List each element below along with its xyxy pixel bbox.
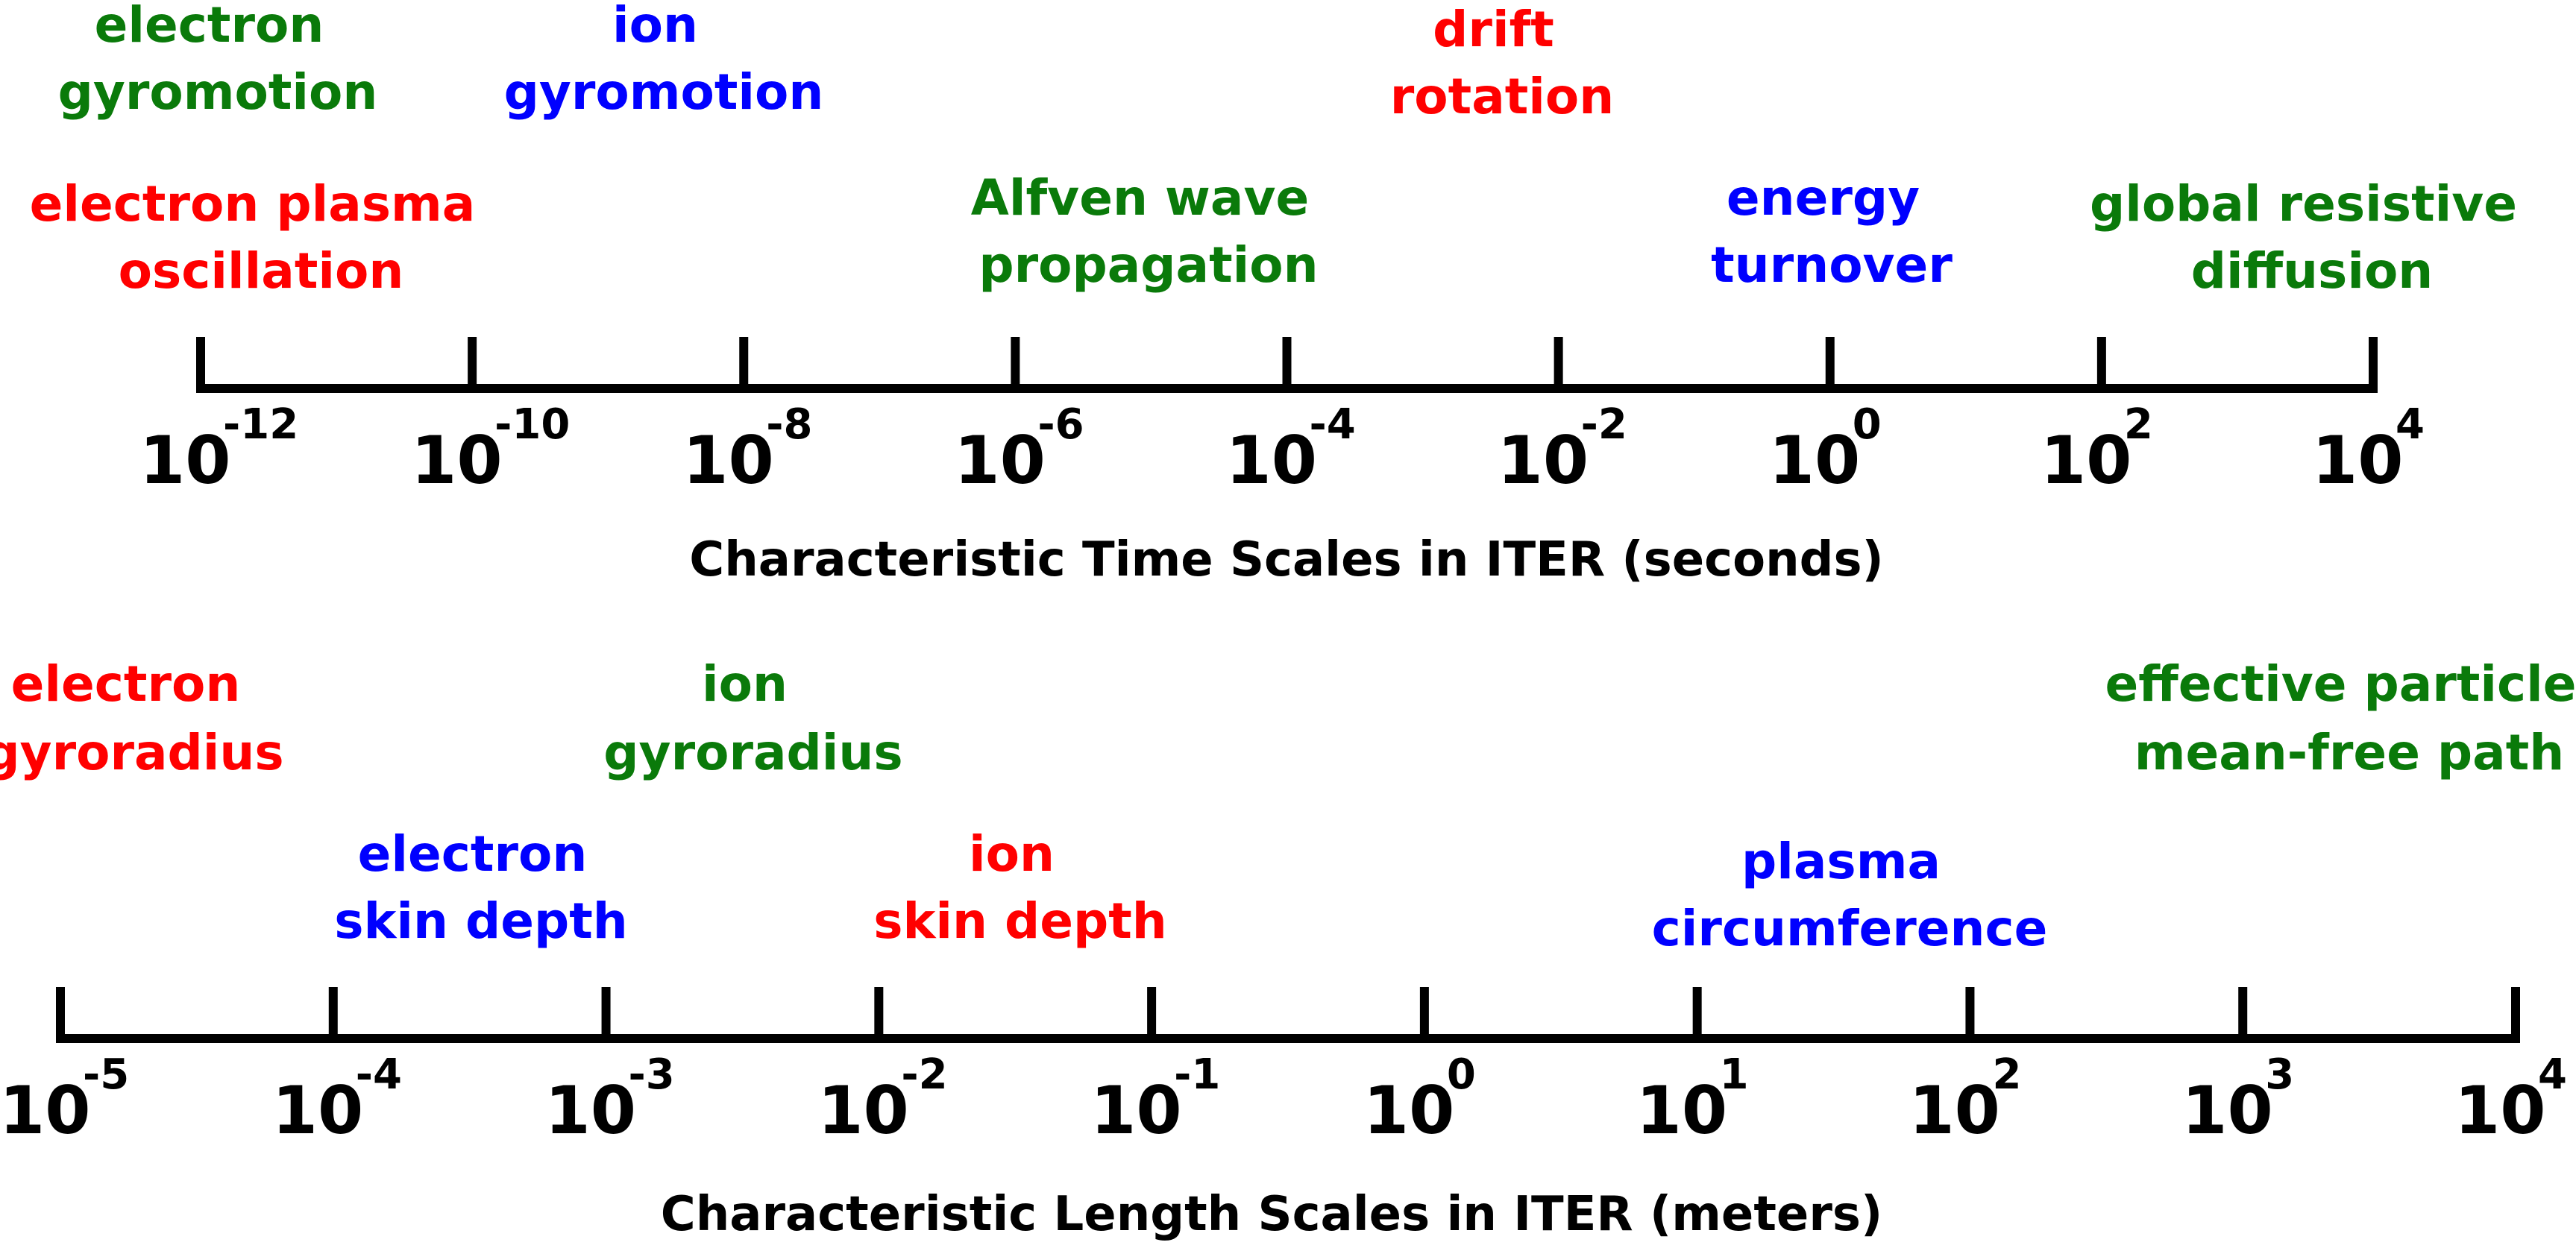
time_scale-tick-exponent: 0 — [1853, 400, 1882, 449]
time-axis-title: Characteristic Time Scales in ITER (seco… — [689, 532, 1884, 587]
length_scale-tick-exponent: -4 — [356, 1050, 402, 1099]
length_scale-tick-label: 10 — [1363, 1072, 1454, 1149]
length-axis-title: Characteristic Length Scales in ITER (me… — [661, 1187, 1882, 1242]
length_scale-tick-exponent: -2 — [901, 1050, 947, 1099]
length_scale-tick-exponent: -5 — [83, 1050, 129, 1099]
length-label-electron-gyroradius: electron gyroradius — [0, 655, 284, 781]
time_scale-tick-exponent: 2 — [2124, 400, 2153, 449]
length_scale-tick-exponent: 2 — [1992, 1050, 2021, 1099]
length-label-effective-particle-mean-free-path: effective particle mean-free path — [2105, 655, 2576, 781]
time_scale-tick-exponent: -2 — [1581, 400, 1627, 449]
length-label-electron-skin-depth: electron skin depth — [334, 825, 628, 950]
length_scale-tick-label: 10 — [1909, 1072, 1999, 1149]
length_scale-tick-exponent: -3 — [629, 1050, 675, 1099]
time-label-electron-plasma-oscillation: electron plasma oscillation — [30, 175, 493, 300]
length-label-ion-skin-depth: ion skin depth — [873, 825, 1167, 950]
length_scale-tick-exponent: -1 — [1174, 1050, 1220, 1099]
time-axis-tick-labels: 10-12 10-10 10-8 10-6 10-4 10-2 100 102 104 — [139, 400, 2425, 499]
length_scale-tick-label: 10 — [545, 1072, 636, 1149]
length-axis-tick-labels: 10-5 10-4 10-3 10-2 10-1 100 101 102 103 104 — [0, 1050, 2567, 1149]
time_scale-tick-exponent: -4 — [1310, 400, 1356, 449]
time-label-ion-gyromotion: ion gyromotion — [504, 0, 824, 121]
length_scale-tick-label: 10 — [817, 1072, 908, 1149]
time_scale-tick-label: 10 — [2312, 422, 2403, 499]
time_scale-tick-exponent: -12 — [223, 400, 298, 449]
time-label-alfven-wave-propagation: Alfven wave propagation — [971, 169, 1326, 294]
length_scale-tick-label: 10 — [272, 1072, 363, 1149]
time_scale-tick-label: 10 — [954, 422, 1045, 499]
time-label-energy-turnover: energy turnover — [1711, 169, 1953, 294]
time-label-drift-rotation: drift rotation — [1390, 1, 1614, 125]
time-scale: electron gyromotion ion gyromotion drift… — [30, 0, 2534, 587]
length_scale-tick-label: 10 — [2454, 1072, 2545, 1149]
length_scale-tick-exponent: 1 — [1720, 1050, 1749, 1099]
length_scale-tick-label: 10 — [0, 1072, 90, 1149]
time_scale-tick-label: 10 — [411, 422, 502, 499]
time_scale-tick-label: 10 — [1498, 422, 1589, 499]
time_scale-tick-exponent: -10 — [494, 400, 570, 449]
length_scale-tick-exponent: 0 — [1447, 1050, 1476, 1099]
time_scale-tick-exponent: -6 — [1037, 400, 1084, 449]
time-label-electron-gyromotion: electron gyromotion — [58, 0, 378, 121]
length-label-plasma-circumference: plasma circumference — [1652, 833, 2048, 957]
length-label-ion-gyroradius: ion gyroradius — [603, 655, 902, 781]
length-scale: electron gyroradius ion gyroradius effec… — [0, 655, 2576, 1242]
time_scale-tick-label: 10 — [1226, 422, 1317, 499]
length_scale-tick-label: 10 — [2181, 1072, 2272, 1149]
time_scale-tick-exponent: -8 — [766, 400, 812, 449]
length_scale-tick-label: 10 — [1090, 1072, 1181, 1149]
time-label-global-resistive-diffusion: global resistive diffusion — [2090, 175, 2534, 300]
length_scale-tick-exponent: 4 — [2538, 1050, 2567, 1099]
time_scale-tick-label: 10 — [682, 422, 773, 499]
length-axis-ticks — [56, 987, 2520, 1043]
length_scale-tick-label: 10 — [1636, 1072, 1727, 1149]
time_scale-tick-label: 10 — [1769, 422, 1860, 499]
time_scale-tick-exponent: 4 — [2396, 400, 2425, 449]
time_scale-tick-label: 10 — [139, 422, 230, 499]
time_scale-tick-label: 10 — [2041, 422, 2132, 499]
length_scale-tick-exponent: 3 — [2265, 1050, 2294, 1099]
time-axis-ticks — [196, 337, 2378, 393]
